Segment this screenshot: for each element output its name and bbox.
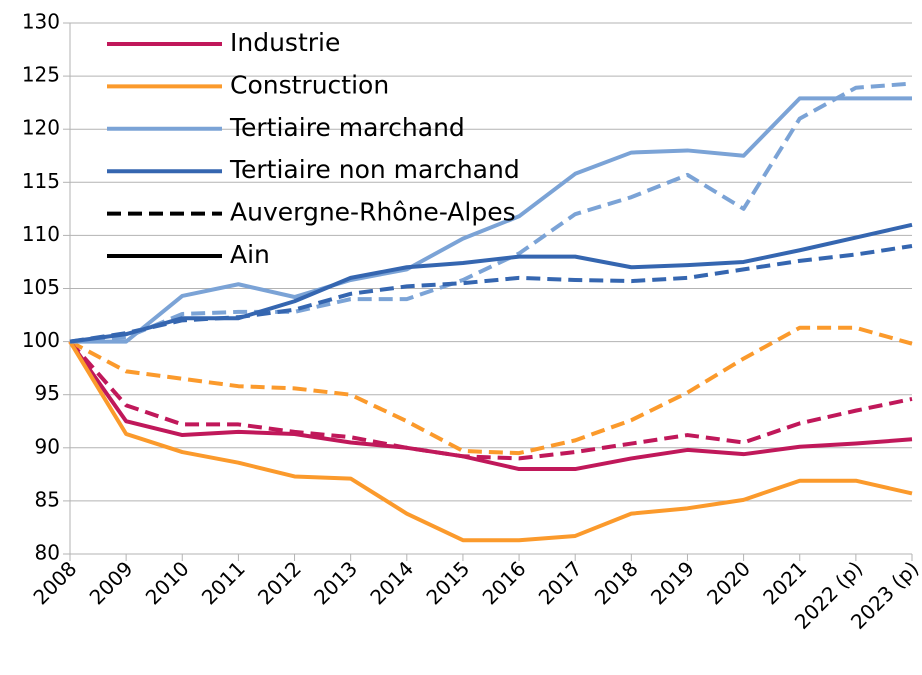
y-tick-label: 80: [35, 541, 60, 565]
y-tick-label: 95: [35, 381, 60, 405]
y-tick-label: 90: [35, 434, 60, 458]
region-line: [69, 81, 913, 344]
ain-line: [68, 340, 913, 543]
x-tick-label: 2018: [590, 556, 643, 609]
x-tick-label: 2012: [253, 556, 306, 609]
x-tick-label: 2015: [421, 556, 474, 609]
region-line: [68, 340, 913, 461]
x-tick-label: 2009: [85, 556, 138, 609]
legend-label: Tertiaire marchand: [229, 113, 465, 142]
ain-line: [68, 340, 913, 472]
legend-label: Ain: [230, 240, 270, 269]
x-tick-label: 2010: [141, 556, 194, 609]
legend-label: Industrie: [230, 28, 340, 57]
x-tick-label: 2011: [197, 556, 250, 609]
legend-label: Auvergne-Rhône-Alpes: [230, 198, 516, 227]
ain-line: [69, 222, 913, 344]
x-tick-label: 2019: [646, 556, 699, 609]
region-line: [69, 244, 913, 344]
ain-line: [70, 96, 912, 344]
x-tick-label: 2021: [758, 556, 811, 609]
y-tick-label: 105: [22, 275, 60, 299]
y-tick-label: 130: [22, 10, 60, 34]
y-tick-label: 120: [22, 116, 60, 140]
legend-label: Tertiaire non marchand: [229, 155, 520, 184]
x-tick-label: 2020: [702, 556, 755, 609]
x-tick-label: 2017: [534, 556, 587, 609]
region-line: [69, 325, 913, 456]
x-tick-label: 2016: [478, 556, 531, 609]
y-tick-label: 110: [22, 222, 60, 246]
y-tick-label: 125: [22, 63, 60, 87]
x-tick-label: 2014: [365, 556, 418, 609]
y-tick-label: 100: [22, 328, 60, 352]
x-tick-label: 2013: [309, 556, 362, 609]
y-tick-label: 85: [35, 487, 60, 511]
y-tick-label: 115: [22, 169, 60, 193]
legend-label: Construction: [230, 70, 389, 99]
